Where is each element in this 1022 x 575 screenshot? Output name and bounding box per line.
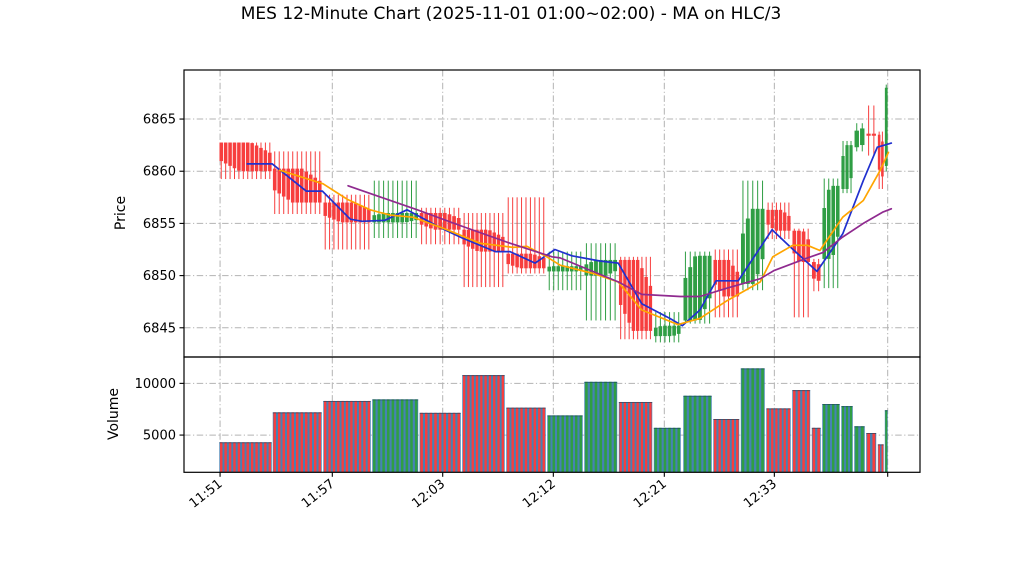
price-tick-label: 6865 <box>143 113 176 128</box>
ma-line-slow <box>347 184 893 298</box>
volume-bars <box>219 368 888 473</box>
volume-bar-group <box>740 368 765 473</box>
volume-bar-group <box>713 419 740 473</box>
volume-bar-group <box>884 410 888 473</box>
candle-group <box>811 258 821 292</box>
candle-group <box>272 151 322 215</box>
price-tick-label: 6860 <box>143 165 176 180</box>
candle-group <box>766 202 791 240</box>
price-tick-label: 6855 <box>143 217 176 232</box>
volume-bar-group <box>811 427 821 473</box>
volume-bar-group <box>547 415 583 473</box>
volume-tick-label: 5000 <box>143 429 176 444</box>
candle-group <box>841 140 853 194</box>
x-tick-label: 12:21 <box>631 477 670 512</box>
candle-group <box>219 142 272 180</box>
x-tick-label: 11:57 <box>299 477 338 512</box>
x-tick-label: 12:33 <box>741 477 780 512</box>
volume-bar-group <box>372 399 419 473</box>
volume-bar-group <box>841 406 853 473</box>
x-tick-label: 11:51 <box>187 477 226 512</box>
candle-group <box>854 123 865 152</box>
volume-bar-group <box>219 442 272 473</box>
volume-bar-group <box>822 404 840 473</box>
volume-bar-group <box>272 412 322 473</box>
candle-group <box>792 228 811 318</box>
panel-spines <box>183 69 921 473</box>
candle-group <box>877 131 884 189</box>
candle-group <box>822 178 840 289</box>
candle-group <box>372 180 419 239</box>
volume-bar-group <box>866 433 877 473</box>
candle-group <box>323 194 371 250</box>
candle-group <box>506 197 546 274</box>
x-tick-label: 12:03 <box>409 477 448 512</box>
candle-group <box>740 180 765 291</box>
x-tick-label: 12:12 <box>520 477 559 512</box>
candle-group <box>653 312 681 343</box>
candle-group <box>618 256 653 340</box>
candle-group <box>584 243 618 321</box>
price-tick-label: 6850 <box>143 269 176 284</box>
volume-bar-group <box>618 401 653 473</box>
volume-bar-group <box>584 381 618 473</box>
volume-bar-group <box>766 408 791 473</box>
candle-group <box>462 212 505 288</box>
volume-bar-group <box>462 375 505 473</box>
price-tick-label: 6845 <box>143 321 176 336</box>
volume-tick-label: 10000 <box>135 377 176 392</box>
candle-group <box>683 251 712 324</box>
volume-bar-group <box>323 400 371 473</box>
volume-bar-group <box>854 426 865 473</box>
volume-bar-group <box>419 412 461 473</box>
volume-bar-group <box>877 444 884 473</box>
volume-bar-group <box>506 407 546 473</box>
ma-line-fast <box>246 142 893 327</box>
ma-lines <box>246 142 893 327</box>
candle-group <box>866 105 876 156</box>
volume-bar-group <box>792 390 811 473</box>
volume-bar-group <box>653 427 681 473</box>
volume-bar-group <box>683 395 712 473</box>
chart-title: MES 12-Minute Chart (2025-11-01 01:00~02… <box>240 4 782 24</box>
